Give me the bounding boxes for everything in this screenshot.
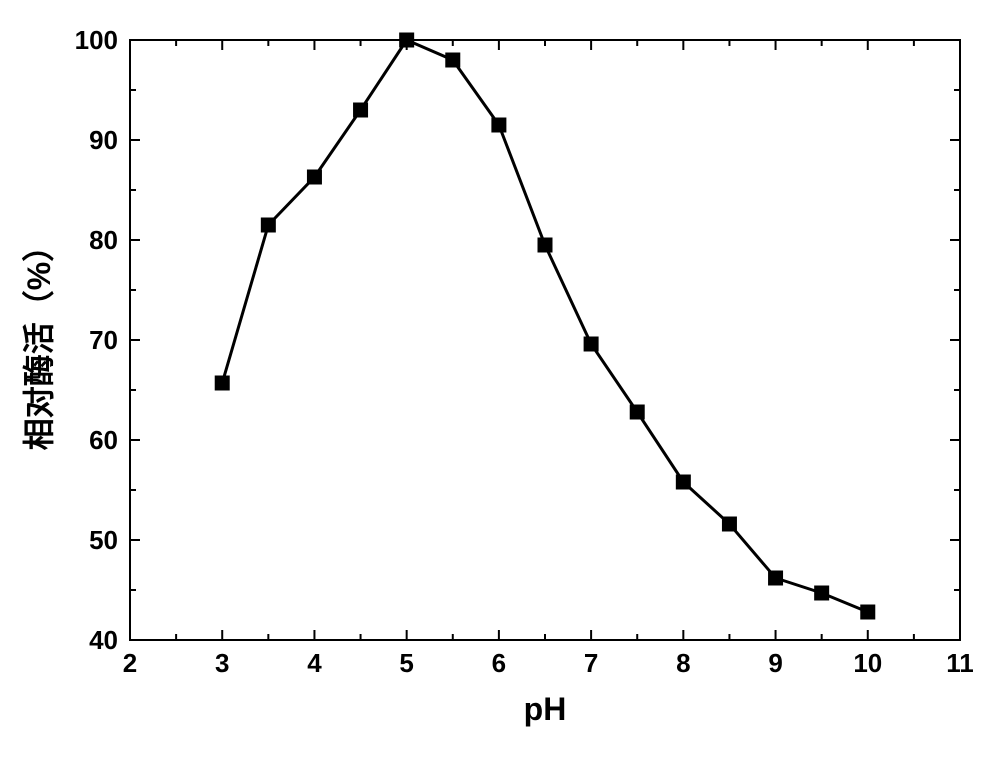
x-tick-label: 7 [584, 648, 598, 678]
y-tick-label: 100 [75, 25, 118, 55]
data-marker [261, 218, 275, 232]
y-tick-label: 60 [89, 425, 118, 455]
x-tick-label: 8 [676, 648, 690, 678]
chart-background [0, 0, 1000, 760]
data-marker [584, 337, 598, 351]
chart-container: 2 3 4 5 6 7 8 9 10 11 40 50 60 70 80 90 100 pH 相对酶活（%） [0, 0, 1000, 760]
x-tick-label: 5 [399, 648, 413, 678]
y-axis-label: 相对酶活（%） [21, 230, 57, 450]
data-marker [538, 238, 552, 252]
x-tick-label: 6 [492, 648, 506, 678]
data-marker [215, 376, 229, 390]
y-tick-label: 90 [89, 125, 118, 155]
x-tick-label: 9 [768, 648, 782, 678]
y-tick-label: 80 [89, 225, 118, 255]
data-marker [630, 405, 644, 419]
data-marker [769, 571, 783, 585]
x-tick-label: 11 [946, 648, 974, 678]
y-tick-label: 50 [89, 525, 118, 555]
y-tick-label: 70 [89, 325, 118, 355]
data-marker [307, 170, 321, 184]
data-marker [815, 586, 829, 600]
data-marker [446, 53, 460, 67]
data-marker [492, 118, 506, 132]
data-marker [676, 475, 690, 489]
data-marker [722, 517, 736, 531]
data-marker [861, 605, 875, 619]
data-marker [400, 33, 414, 47]
x-tick-label: 4 [307, 648, 322, 678]
x-tick-label: 3 [215, 648, 229, 678]
data-marker [354, 103, 368, 117]
y-tick-label: 40 [89, 625, 118, 655]
x-axis-label: pH [524, 691, 567, 727]
x-tick-label: 10 [853, 648, 882, 678]
enzyme-activity-chart: 2 3 4 5 6 7 8 9 10 11 40 50 60 70 80 90 100 pH 相对酶活（%） [0, 0, 1000, 760]
x-tick-label: 2 [123, 648, 137, 678]
